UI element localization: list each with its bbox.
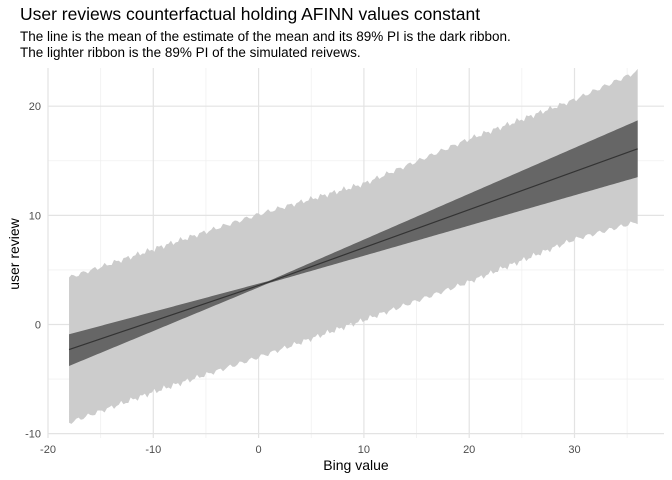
x-axis-title: Bing value (323, 457, 389, 473)
mean-line (68, 148, 638, 351)
y-tick-label: 20 (29, 101, 41, 113)
ribbon-mean-interval (69, 120, 638, 366)
y-axis-ticks: -10 0 10 20 (25, 101, 41, 440)
y-axis-title: user review (6, 217, 22, 289)
y-tick-label: -10 (25, 429, 41, 441)
chart-subtitle-line-1: The line is the mean of the estimate of … (20, 29, 511, 44)
x-tick-label: 10 (358, 444, 370, 456)
y-tick-label: 10 (29, 210, 41, 222)
x-tick-label: 20 (463, 444, 475, 456)
y-tick-label: 0 (35, 319, 41, 331)
mean-lines (68, 148, 638, 351)
x-tick-label: 30 (568, 444, 580, 456)
chart-title: User reviews counterfactual holding AFIN… (20, 4, 481, 24)
x-tick-label: -20 (40, 444, 56, 456)
x-tick-label: -10 (145, 444, 161, 456)
chart-subtitle-line-2: The lighter ribbon is the 89% PI of the … (20, 45, 361, 60)
x-axis-ticks: -20 -10 0 10 20 30 (40, 444, 581, 456)
ribbons (69, 68, 638, 424)
x-tick-label: 0 (256, 444, 262, 456)
